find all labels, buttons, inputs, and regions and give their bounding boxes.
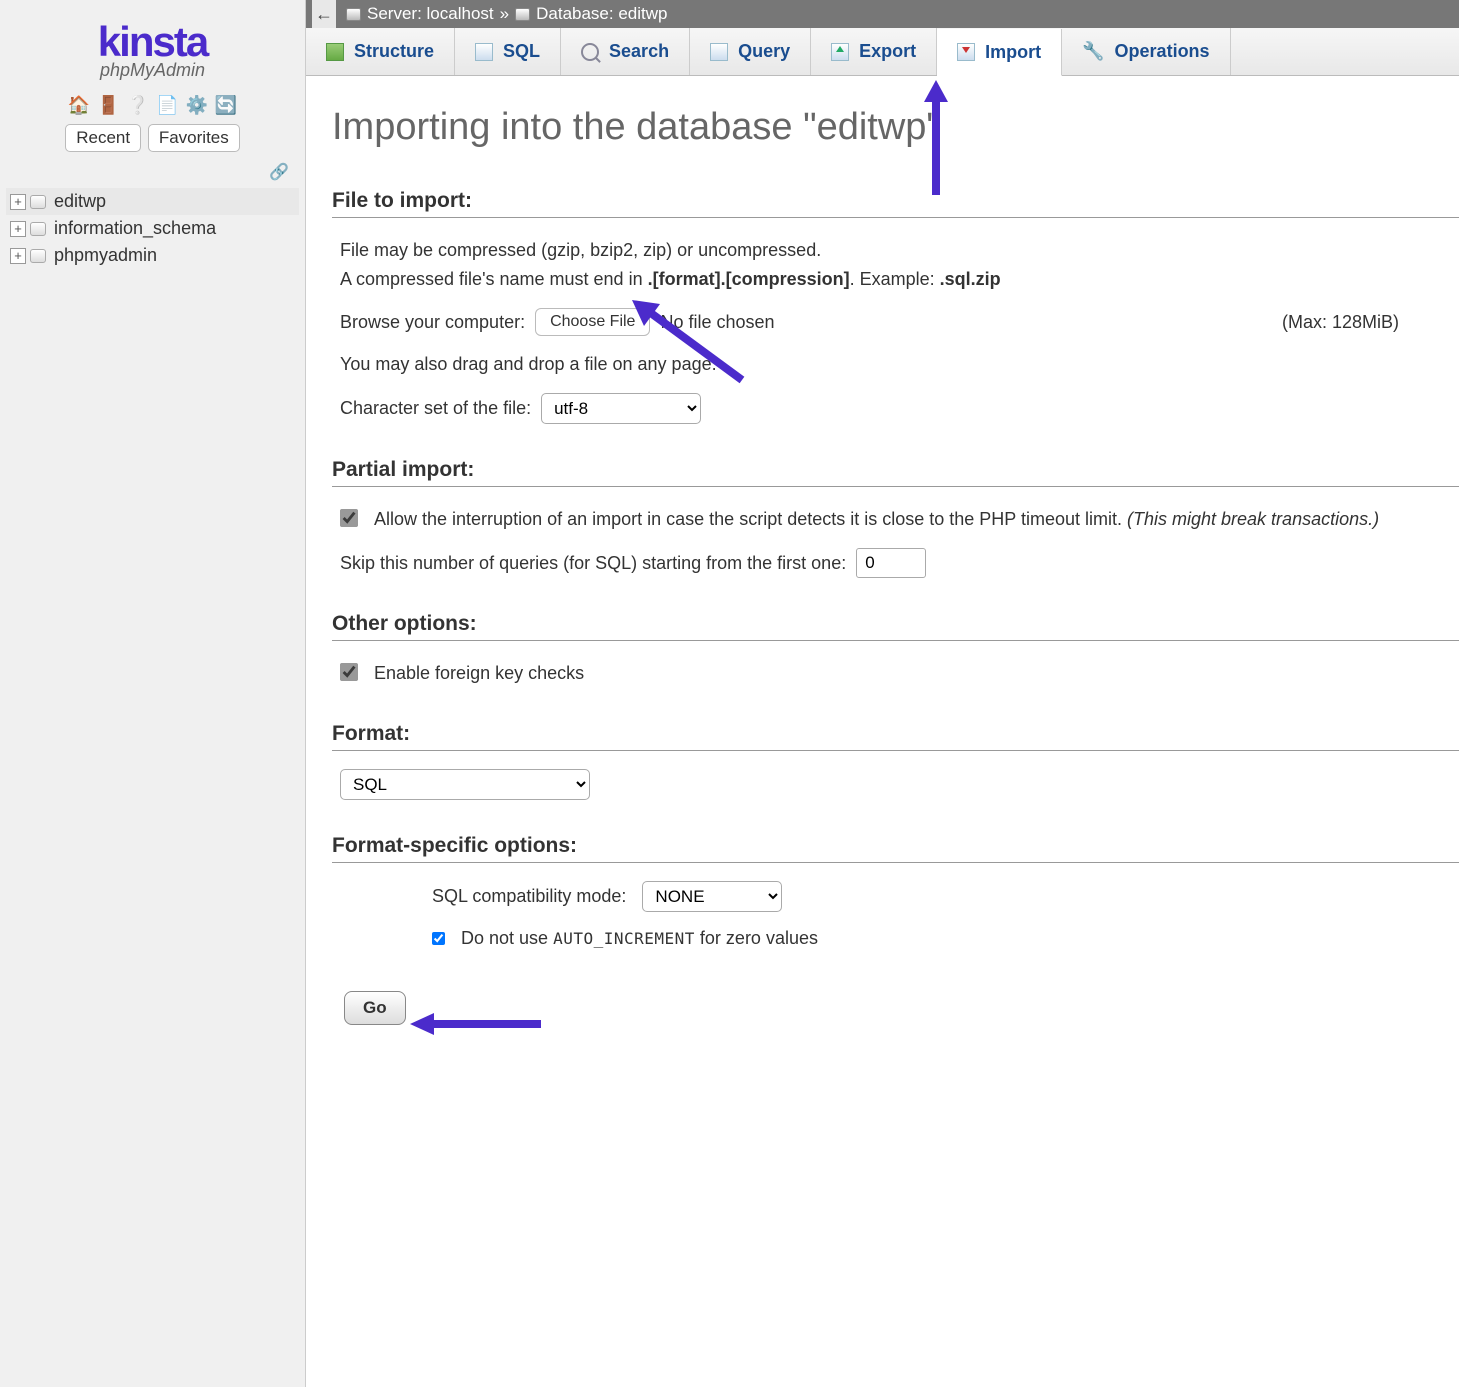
section-title-format: Format: bbox=[332, 722, 1459, 751]
section-title-format-specific: Format-specific options: bbox=[332, 834, 1459, 863]
tab-structure[interactable]: Structure bbox=[306, 28, 455, 75]
tree-item-phpmyadmin[interactable]: + phpmyadmin bbox=[6, 242, 299, 269]
tab-label: Search bbox=[609, 41, 669, 62]
sql-tab-icon bbox=[475, 43, 493, 61]
section-title-file: File to import: bbox=[332, 189, 1459, 218]
charset-row: Character set of the file: utf-8 bbox=[340, 393, 1459, 424]
fk-row: Enable foreign key checks bbox=[340, 659, 1459, 688]
tab-operations[interactable]: 🔧 Operations bbox=[1062, 28, 1230, 75]
drag-drop-hint: You may also drag and drop a file on any… bbox=[340, 350, 1459, 379]
no-file-label: No file chosen bbox=[660, 308, 774, 337]
tab-search[interactable]: Search bbox=[561, 28, 690, 75]
section-partial: Allow the interruption of an import in c… bbox=[332, 505, 1459, 578]
browse-row: Browse your computer: Choose File No fil… bbox=[340, 308, 1459, 337]
tree-item-information-schema[interactable]: + information_schema bbox=[6, 215, 299, 242]
structure-icon bbox=[326, 43, 344, 61]
operations-icon: 🔧 bbox=[1082, 41, 1104, 62]
main-panel: ← Server: localhost » Database: editwp S… bbox=[306, 0, 1459, 1387]
tab-label: SQL bbox=[503, 41, 540, 62]
help-icon[interactable]: ❔ bbox=[127, 95, 149, 115]
breadcrumb: ← Server: localhost » Database: editwp bbox=[306, 0, 1459, 28]
page-title: Importing into the database "editwp" bbox=[332, 106, 1459, 149]
link-icon-row: 🔗 bbox=[0, 158, 305, 188]
foreign-key-checkbox[interactable] bbox=[340, 663, 358, 681]
compat-select[interactable]: NONE bbox=[642, 881, 782, 912]
query-icon bbox=[710, 43, 728, 61]
tab-label: Structure bbox=[354, 41, 434, 62]
skip-label: Skip this number of queries (for SQL) st… bbox=[340, 549, 846, 578]
logo: KINSTA phpMyAdmin bbox=[0, 18, 305, 81]
database-icon bbox=[30, 222, 46, 236]
allow-interruption-label: Allow the interruption of an import in c… bbox=[374, 505, 1379, 534]
skip-row: Skip this number of queries (for SQL) st… bbox=[340, 548, 1459, 578]
recent-button[interactable]: Recent bbox=[65, 124, 141, 152]
auto-increment-checkbox[interactable] bbox=[432, 932, 445, 945]
sql-icon[interactable]: 📄 bbox=[156, 95, 178, 115]
tab-label: Query bbox=[738, 41, 790, 62]
format-select[interactable]: SQL bbox=[340, 769, 590, 800]
settings-icon[interactable]: ⚙️ bbox=[185, 95, 207, 115]
choose-file-button[interactable]: Choose File bbox=[535, 308, 650, 336]
breadcrumb-sep: » bbox=[500, 4, 509, 24]
content: Importing into the database "editwp" Fil… bbox=[306, 76, 1459, 1055]
foreign-key-label: Enable foreign key checks bbox=[374, 659, 584, 688]
tree-item-editwp[interactable]: + editwp bbox=[6, 188, 299, 215]
sidebar-quick-icons: 🏠 🚪 ❔ 📄 ⚙️ 🔄 bbox=[0, 95, 305, 116]
expand-icon[interactable]: + bbox=[10, 194, 26, 210]
tab-import[interactable]: Import bbox=[937, 29, 1062, 76]
section-title-partial: Partial import: bbox=[332, 458, 1459, 487]
collapse-icon[interactable]: ← bbox=[312, 0, 336, 28]
allow-interruption-row: Allow the interruption of an import in c… bbox=[340, 505, 1459, 534]
import-icon bbox=[957, 43, 975, 61]
database-icon bbox=[515, 8, 530, 21]
allow-interruption-checkbox[interactable] bbox=[340, 509, 358, 527]
section-format-specific: SQL compatibility mode: NONE Do not use … bbox=[332, 881, 1459, 953]
browse-label: Browse your computer: bbox=[340, 308, 525, 337]
database-icon bbox=[30, 249, 46, 263]
link-icon[interactable]: 🔗 bbox=[269, 164, 289, 181]
reload-icon[interactable]: 🔄 bbox=[215, 95, 237, 115]
tree-label: phpmyadmin bbox=[54, 245, 157, 266]
database-tree: + editwp + information_schema + phpmyadm… bbox=[0, 188, 305, 269]
auto-increment-label: Do not use AUTO_INCREMENT for zero value… bbox=[461, 924, 818, 953]
charset-label: Character set of the file: bbox=[340, 394, 531, 423]
section-format: SQL bbox=[332, 769, 1459, 800]
file-hint-1: File may be compressed (gzip, bzip2, zip… bbox=[340, 236, 1459, 265]
go-button[interactable]: Go bbox=[344, 991, 406, 1025]
tree-label: editwp bbox=[54, 191, 106, 212]
tab-query[interactable]: Query bbox=[690, 28, 811, 75]
brand-name: KINSTA bbox=[0, 18, 305, 66]
max-size-label: (Max: 128MiB) bbox=[1282, 308, 1459, 337]
file-hint-2: A compressed file's name must end in .[f… bbox=[340, 265, 1459, 294]
recent-favorites-row: Recent Favorites bbox=[0, 124, 305, 152]
home-icon[interactable]: 🏠 bbox=[68, 95, 90, 115]
breadcrumb-server[interactable]: Server: localhost bbox=[367, 4, 494, 24]
compat-label: SQL compatibility mode: bbox=[432, 882, 626, 911]
sidebar: KINSTA phpMyAdmin 🏠 🚪 ❔ 📄 ⚙️ 🔄 Recent Fa… bbox=[0, 0, 306, 1387]
skip-input[interactable] bbox=[856, 548, 926, 578]
breadcrumb-database[interactable]: Database: editwp bbox=[536, 4, 667, 24]
brand-sub: phpMyAdmin bbox=[0, 60, 305, 81]
server-icon bbox=[346, 8, 361, 21]
search-icon bbox=[581, 43, 599, 61]
tab-label: Import bbox=[985, 42, 1041, 63]
compat-row: SQL compatibility mode: NONE bbox=[432, 881, 1459, 912]
tab-sql[interactable]: SQL bbox=[455, 28, 561, 75]
exit-icon[interactable]: 🚪 bbox=[97, 95, 119, 115]
section-title-other: Other options: bbox=[332, 612, 1459, 641]
section-file: File may be compressed (gzip, bzip2, zip… bbox=[332, 236, 1459, 424]
tab-label: Export bbox=[859, 41, 916, 62]
auto-inc-row: Do not use AUTO_INCREMENT for zero value… bbox=[432, 924, 1459, 953]
expand-icon[interactable]: + bbox=[10, 221, 26, 237]
charset-select[interactable]: utf-8 bbox=[541, 393, 701, 424]
tab-export[interactable]: Export bbox=[811, 28, 937, 75]
tree-label: information_schema bbox=[54, 218, 216, 239]
section-other: Enable foreign key checks bbox=[332, 659, 1459, 688]
tabs: Structure SQL Search Query Export Import bbox=[306, 28, 1459, 76]
tab-label: Operations bbox=[1115, 41, 1210, 62]
expand-icon[interactable]: + bbox=[10, 248, 26, 264]
database-icon bbox=[30, 195, 46, 209]
export-icon bbox=[831, 43, 849, 61]
favorites-button[interactable]: Favorites bbox=[148, 124, 240, 152]
